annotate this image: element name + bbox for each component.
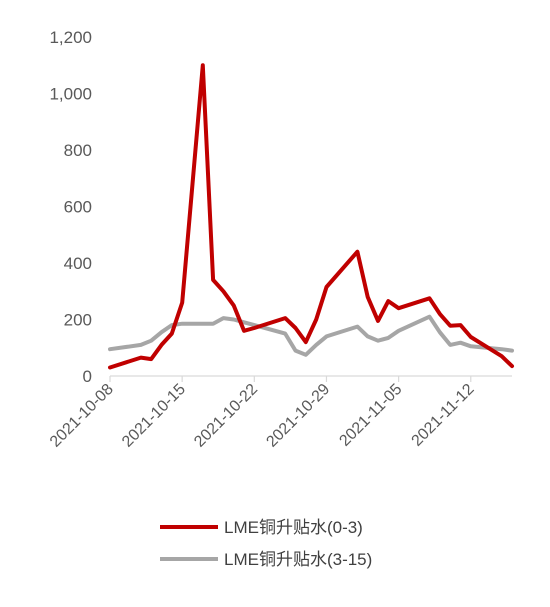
y-tick-label: 200: [64, 311, 92, 330]
series-line-1: [108, 63, 514, 370]
y-axis-labels: 0 200 400 600 800 1,000 1,200: [49, 28, 92, 386]
x-tick-label: 2021-11-05: [336, 381, 405, 450]
y-tick-label: 1,000: [49, 85, 92, 104]
x-tick-label: 2021-10-22: [191, 381, 261, 451]
x-tick-label: 2021-10-29: [263, 381, 333, 451]
series-line-2: [108, 314, 514, 357]
legend: LME铜升贴水(0-3) LME铜升贴水(3-15): [160, 518, 372, 569]
y-tick-label: 400: [64, 254, 92, 273]
series-layer: [108, 63, 514, 370]
x-tick-label: 2021-10-08: [47, 381, 117, 451]
legend-label-1: LME铜升贴水(0-3): [224, 518, 363, 537]
y-tick-label: 800: [64, 141, 92, 160]
y-tick-label: 1,200: [49, 28, 92, 47]
x-tick-label: 2021-10-15: [119, 381, 189, 451]
y-tick-label: 600: [64, 198, 92, 217]
legend-label-2: LME铜升贴水(3-15): [224, 550, 372, 569]
x-axis: 2021-10-08 2021-10-15 2021-10-22 2021-10-29…: [47, 375, 512, 451]
x-tick-label: 2021-11-12: [409, 381, 478, 450]
y-tick-label: 0: [83, 367, 92, 386]
